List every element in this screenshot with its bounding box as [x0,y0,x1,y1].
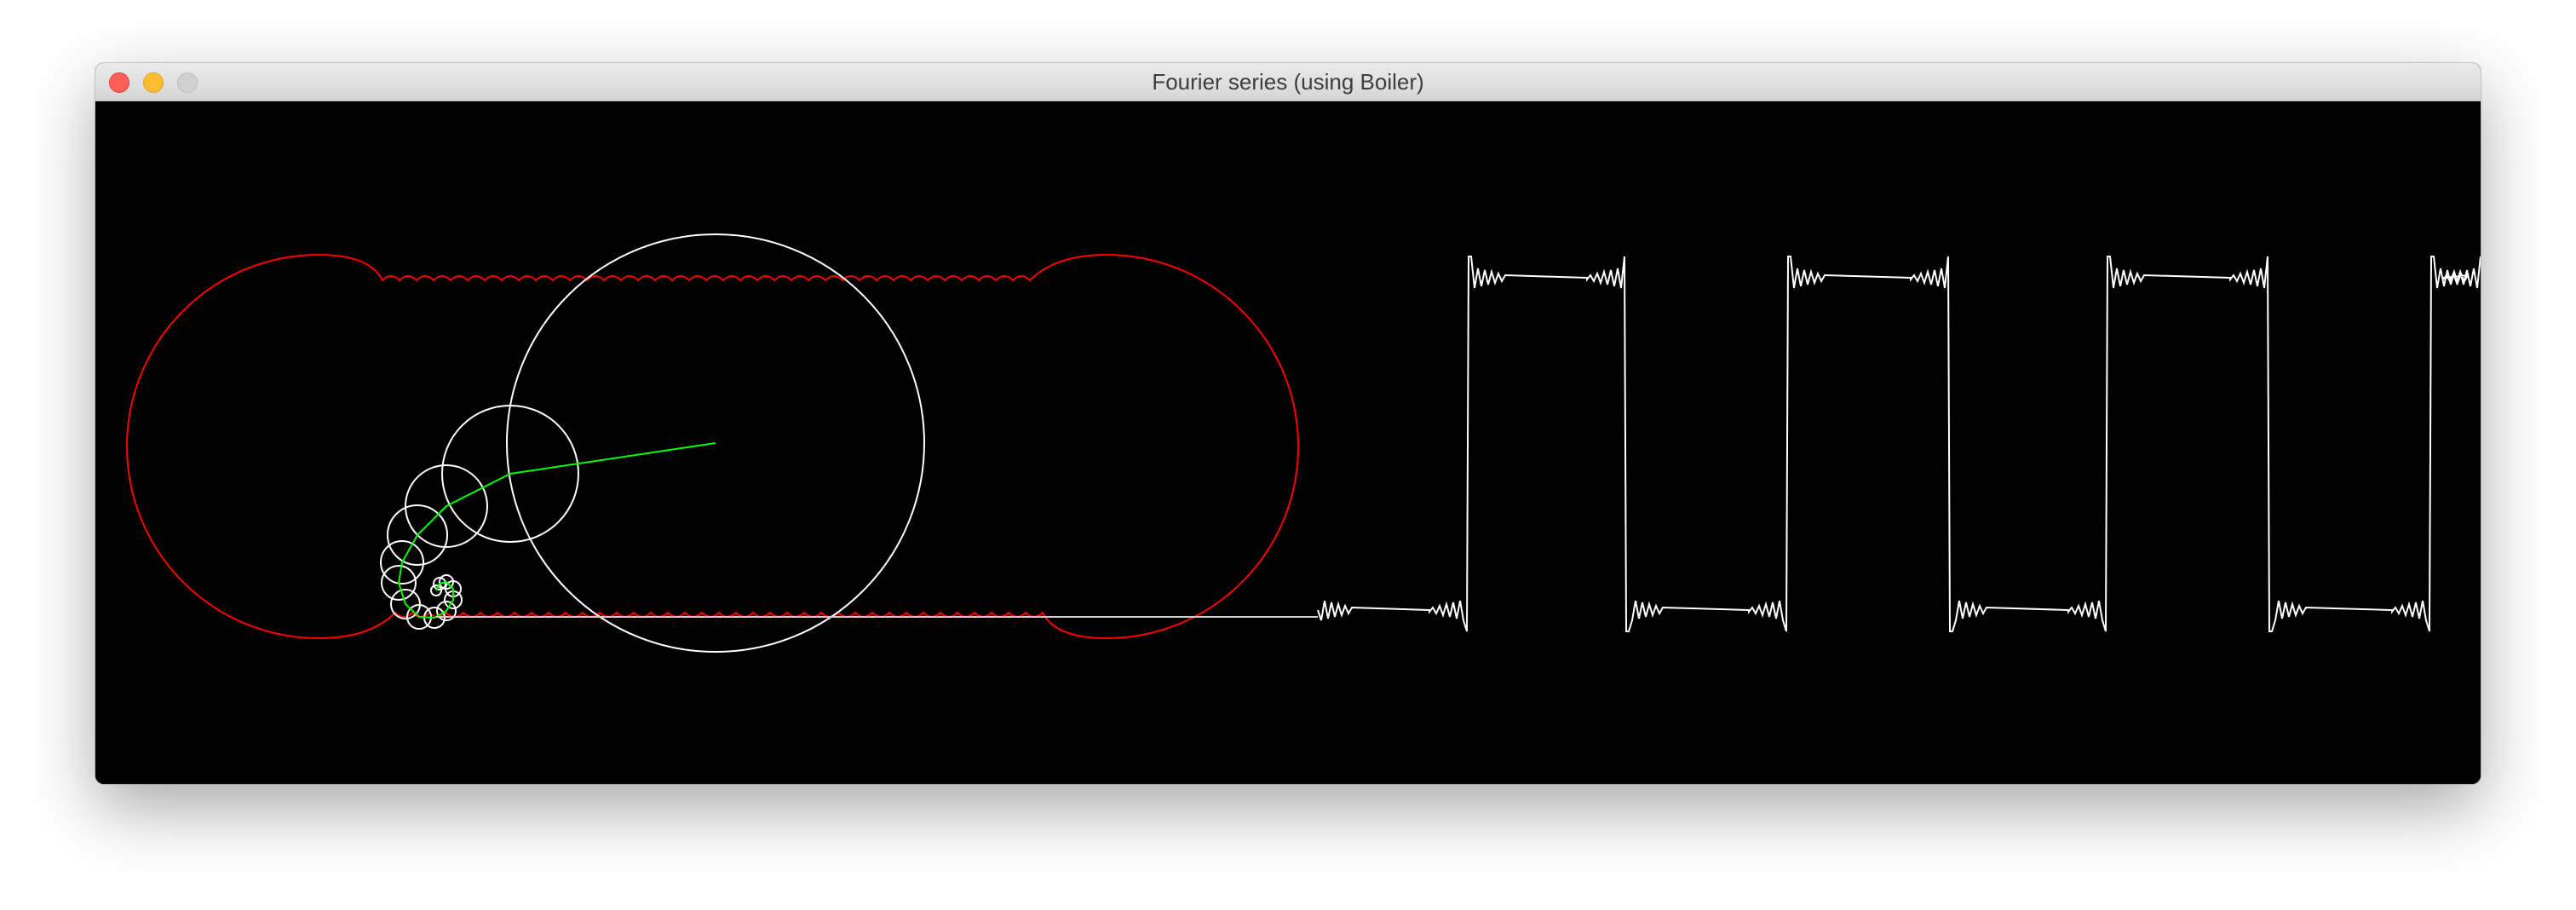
window-title: Fourier series (using Boiler) [1152,69,1424,95]
minimize-button[interactable] [143,72,164,93]
app-window: Fourier series (using Boiler) [95,63,2481,784]
epicycle-circle [405,464,488,548]
epicycle-circle [381,565,417,601]
render-canvas [95,101,2481,784]
fourier-visualization [126,233,2481,653]
square-wave [1317,256,2481,632]
epicycle-circle [439,574,454,590]
epicycle-circle [506,233,925,653]
close-button[interactable] [109,72,129,93]
epicycle-circle [441,405,579,543]
epicycle-circle [387,504,448,566]
epicycle-circle [430,585,442,596]
trace-path [126,253,1299,640]
epicycle-circle [436,601,457,621]
epicycle-circle [390,589,421,619]
epicycle-circles [380,233,925,653]
title-bar[interactable]: Fourier series (using Boiler) [95,63,2481,101]
epicycle-circle [433,577,446,590]
epicycle-arms [397,442,716,619]
zoom-button[interactable] [177,72,198,93]
epicycle-circle [380,540,424,585]
